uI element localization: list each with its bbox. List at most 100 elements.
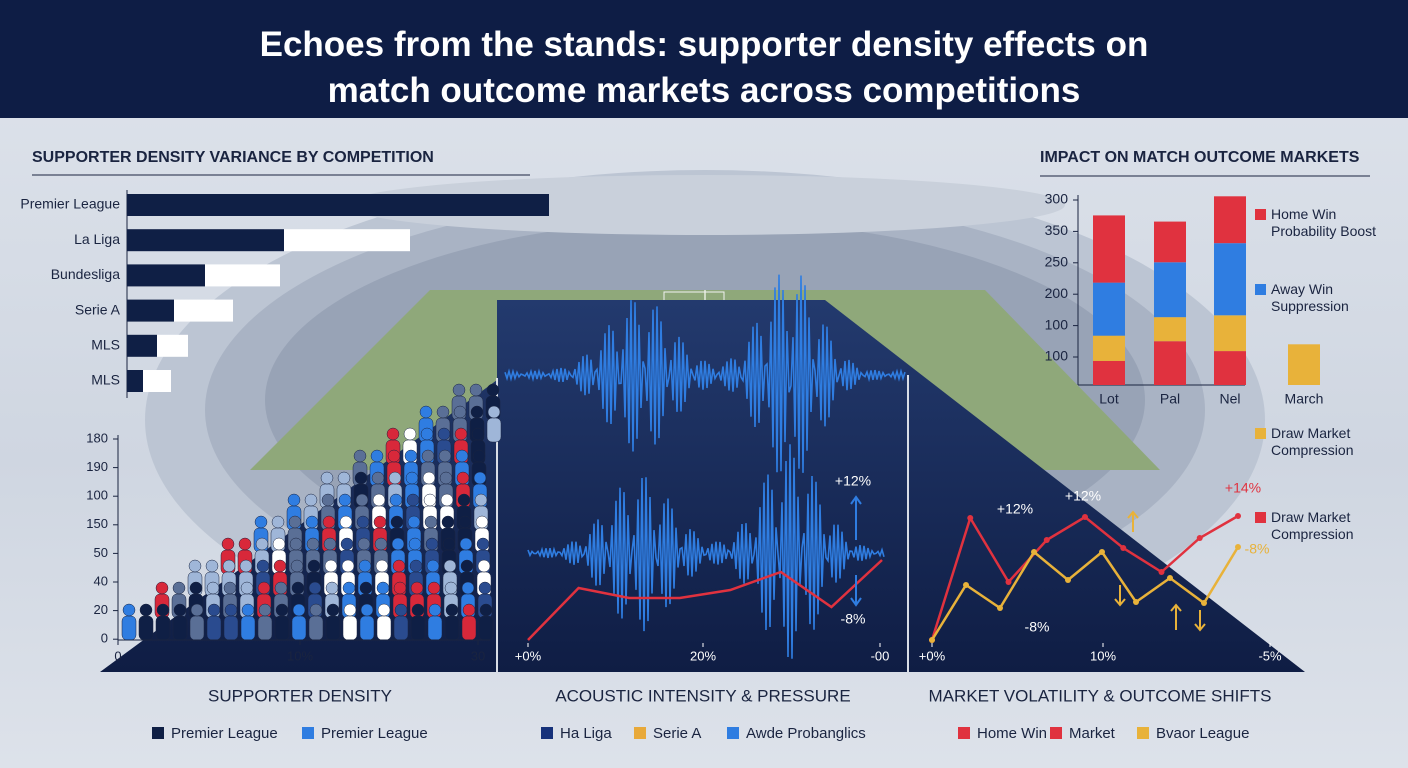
supporter-body xyxy=(274,615,290,641)
supporter-head xyxy=(340,537,354,551)
bar-segment xyxy=(1093,282,1125,336)
supporter-head xyxy=(207,603,221,617)
annotation: -8% xyxy=(1025,619,1050,635)
data-point xyxy=(1065,577,1071,583)
supporter-head xyxy=(479,603,493,617)
data-point xyxy=(1201,600,1207,606)
x-tick-label: +0% xyxy=(919,648,946,663)
supporter-head xyxy=(438,449,452,463)
annotation: +12% xyxy=(997,501,1033,517)
legend-swatch xyxy=(152,727,164,739)
supporter-head xyxy=(425,537,439,551)
x-tick-label: Lot xyxy=(1099,391,1119,407)
data-point xyxy=(1167,575,1173,581)
supporter-head xyxy=(240,581,254,595)
bar-segment xyxy=(127,194,549,216)
chart-title: IMPACT ON MATCH OUTCOME MARKETS xyxy=(1040,149,1360,166)
data-point xyxy=(1031,549,1037,555)
legend-label: Draw Market Compression xyxy=(1271,509,1354,542)
bar-segment xyxy=(1154,341,1186,385)
bar-segment xyxy=(1214,196,1246,244)
annotation: -8% xyxy=(1245,541,1270,557)
data-point xyxy=(1005,579,1012,585)
supporter-head xyxy=(342,581,356,595)
supporter-head xyxy=(353,449,367,463)
supporter-head xyxy=(307,559,321,573)
supporter-head xyxy=(222,559,236,573)
supporter-body xyxy=(155,615,171,641)
y-tick-label: 300 xyxy=(1045,191,1069,207)
annotation: -8% xyxy=(841,611,866,627)
supporter-head xyxy=(326,603,340,617)
supporter-head xyxy=(188,559,202,573)
supporter-head xyxy=(139,603,153,617)
legend-label: Ha Liga xyxy=(560,725,612,742)
supporter-head xyxy=(255,537,269,551)
supporter-head xyxy=(173,603,187,617)
category-label: Bundesliga xyxy=(51,266,120,282)
supporter-head xyxy=(403,427,417,441)
supporter-head xyxy=(287,493,301,507)
supporter-head xyxy=(404,449,418,463)
bar-segment xyxy=(174,299,233,322)
legend-entry: Away Win Suppression xyxy=(1255,281,1396,315)
legend-swatch xyxy=(958,727,970,739)
supporter-body xyxy=(444,615,460,641)
supporter-body xyxy=(138,615,154,641)
data-point xyxy=(997,605,1003,611)
legend-label: Market xyxy=(1069,725,1116,742)
supporter-head xyxy=(189,581,203,595)
data-point xyxy=(967,515,974,521)
legend-swatch xyxy=(1255,428,1266,439)
bar-segment xyxy=(1093,215,1125,283)
bar-segment xyxy=(1154,262,1186,318)
supporter-head xyxy=(374,537,388,551)
supporter-body xyxy=(206,615,222,641)
sound-wave xyxy=(527,444,885,659)
supporter-body xyxy=(486,417,502,443)
supporter-head xyxy=(394,603,408,617)
supporter-head xyxy=(254,515,268,529)
bar-segment xyxy=(127,334,157,357)
annotation: +14% xyxy=(1225,480,1261,496)
supporter-head xyxy=(459,537,473,551)
supporter-body xyxy=(427,615,443,641)
x-tick-label: -5% xyxy=(1258,648,1282,663)
supporter-head xyxy=(421,449,435,463)
legend-swatch xyxy=(1255,284,1266,295)
category-label: MLS xyxy=(91,372,120,388)
supporter-head xyxy=(460,559,474,573)
supporter-head xyxy=(321,493,335,507)
supporter-head xyxy=(427,581,441,595)
supporter-head xyxy=(387,449,401,463)
supporter-head xyxy=(409,559,423,573)
supporter-head xyxy=(221,537,235,551)
supporter-head xyxy=(407,515,421,529)
supporter-body xyxy=(121,615,137,641)
legend-entry: Draw Market Compression xyxy=(1255,425,1396,459)
supporter-body xyxy=(393,615,409,641)
supporter-head xyxy=(358,559,372,573)
supporter-head xyxy=(337,471,351,485)
x-tick-label: Nel xyxy=(1219,391,1240,407)
supporter-head xyxy=(290,559,304,573)
y-tick-label: 50 xyxy=(94,545,108,560)
supporter-head xyxy=(305,515,319,529)
roof xyxy=(345,175,1065,235)
supporter-head xyxy=(271,515,285,529)
category-label: MLS xyxy=(91,337,120,353)
x-tick-label: Pal xyxy=(1160,391,1180,407)
supporter-head xyxy=(439,471,453,485)
supporter-head xyxy=(223,581,237,595)
supporter-head xyxy=(289,537,303,551)
legend-swatch xyxy=(1137,727,1149,739)
legend-label: Home Win Probability Boost xyxy=(1271,206,1377,239)
data-point xyxy=(1082,514,1088,520)
section-title: ACOUSTIC INTENSITY & PRESSURE xyxy=(555,686,850,705)
bar-segment xyxy=(127,264,205,287)
supporter-head xyxy=(206,581,220,595)
x-tick-label: 10% xyxy=(287,648,313,663)
data-point xyxy=(1043,537,1050,543)
supporter-body xyxy=(342,615,358,641)
supporter-head xyxy=(442,537,456,551)
